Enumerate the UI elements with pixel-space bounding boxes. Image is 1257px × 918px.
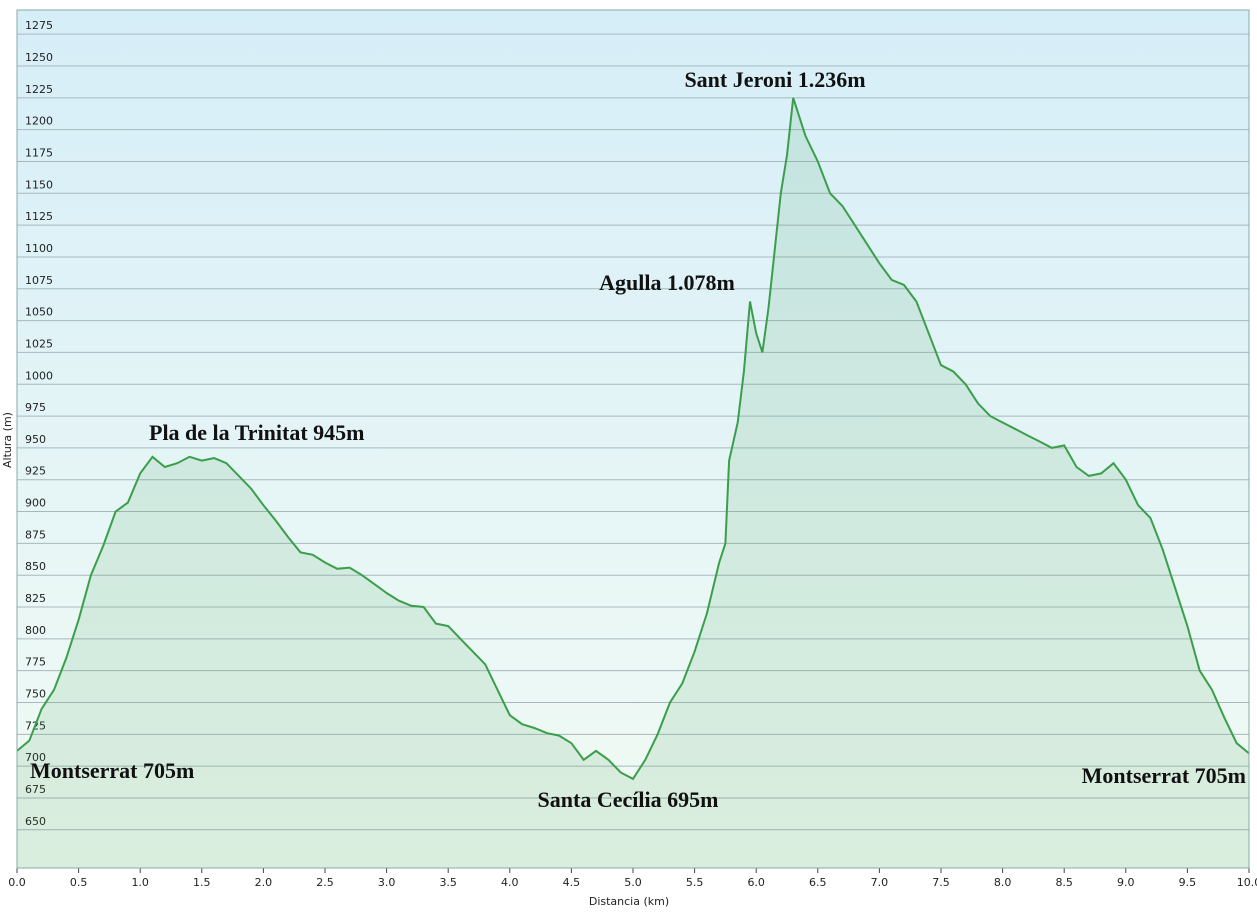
y-tick-label: 750 — [25, 688, 46, 701]
y-tick-label: 650 — [25, 815, 46, 828]
y-tick-label: 1275 — [25, 19, 53, 32]
x-tick-label: 9.0 — [1117, 876, 1135, 889]
x-tick-label: 6.5 — [809, 876, 827, 889]
annotation: Sant Jeroni 1.236m — [684, 67, 865, 92]
y-tick-label: 1150 — [25, 178, 53, 191]
y-tick-label: 675 — [25, 783, 46, 796]
y-tick-label: 775 — [25, 656, 46, 669]
y-tick-label: 1000 — [25, 369, 53, 382]
y-tick-label: 900 — [25, 497, 46, 510]
x-tick-label: 4.5 — [563, 876, 581, 889]
y-tick-label: 975 — [25, 401, 46, 414]
y-tick-label: 1200 — [25, 115, 53, 128]
x-tick-label: 1.0 — [131, 876, 149, 889]
annotation: Montserrat 705m — [1082, 763, 1246, 788]
x-tick-label: 8.5 — [1055, 876, 1073, 889]
annotation: Santa Cecília 695m — [538, 787, 719, 812]
x-tick-label: 10.0 — [1237, 876, 1257, 889]
plot-background — [17, 10, 1249, 868]
y-tick-label: 1175 — [25, 146, 53, 159]
x-tick-label: 2.5 — [316, 876, 334, 889]
x-tick-label: 8.0 — [994, 876, 1012, 889]
area-fill — [17, 97, 1249, 869]
x-tick-label: 7.0 — [871, 876, 889, 889]
y-tick-label: 875 — [25, 528, 46, 541]
x-tick-label: 5.5 — [686, 876, 704, 889]
y-tick-label: 1225 — [25, 83, 53, 96]
y-tick-label: 850 — [25, 560, 46, 573]
x-axis-label: Distancia (km) — [589, 895, 669, 908]
y-axis-label: Altura (m) — [1, 412, 14, 468]
y-tick-label: 1025 — [25, 337, 53, 350]
x-tick-label: 5.0 — [624, 876, 642, 889]
y-tick-label: 825 — [25, 592, 46, 605]
x-tick-label: 1.5 — [193, 876, 211, 889]
y-tick-label: 1100 — [25, 242, 53, 255]
y-tick-label: 925 — [25, 465, 46, 478]
y-tick-label: 1125 — [25, 210, 53, 223]
y-tick-label: 800 — [25, 624, 46, 637]
y-tick-label: 1075 — [25, 274, 53, 287]
y-tick-label: 700 — [25, 751, 46, 764]
x-tick-label: 9.5 — [1179, 876, 1197, 889]
x-tick-label: 0.5 — [70, 876, 88, 889]
x-tick-label: 7.5 — [932, 876, 950, 889]
y-tick-label: 1250 — [25, 51, 53, 64]
x-tick-label: 3.5 — [439, 876, 457, 889]
annotation: Agulla 1.078m — [599, 270, 735, 295]
x-tick-label: 0.0 — [8, 876, 26, 889]
annotation: Pla de la Trinitat 945m — [149, 420, 365, 445]
x-tick-label: 2.0 — [255, 876, 273, 889]
elevation-line — [16, 97, 1250, 781]
plot-border — [16, 9, 1250, 869]
annotation: Montserrat 705m — [30, 758, 194, 783]
y-tick-label: 950 — [25, 433, 46, 446]
x-tick-label: 4.0 — [501, 876, 519, 889]
y-tick-label: 1050 — [25, 306, 53, 319]
x-tick-label: 3.0 — [378, 876, 396, 889]
x-tick-label: 6.0 — [747, 876, 765, 889]
